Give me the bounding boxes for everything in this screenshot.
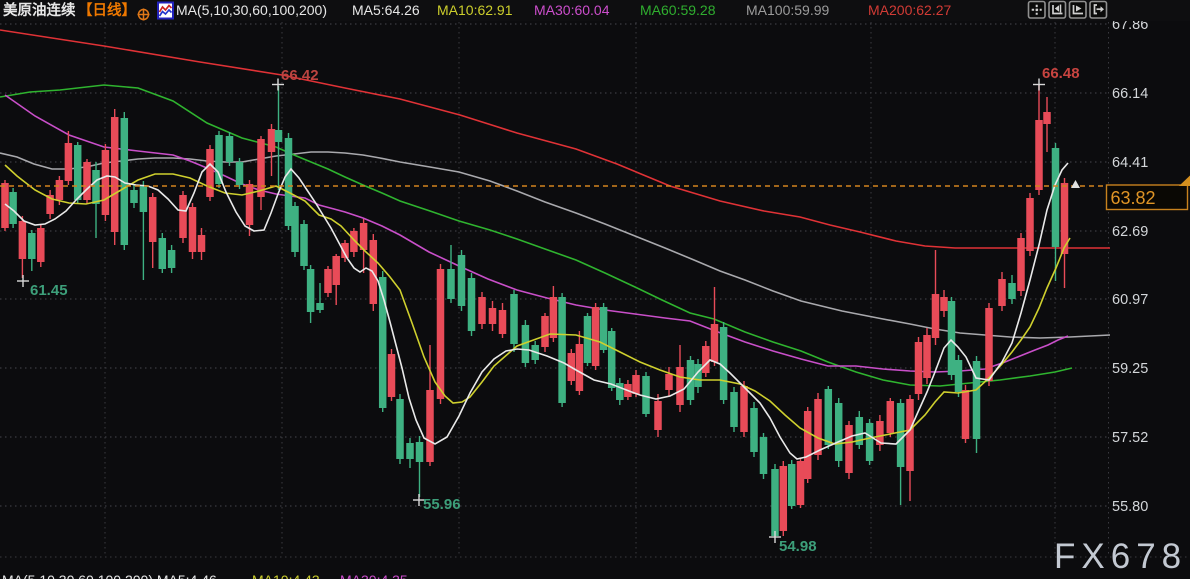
- svg-text:MA5:64.26: MA5:64.26: [352, 2, 420, 18]
- svg-text:MA30:60.04: MA30:60.04: [534, 2, 610, 18]
- svg-text:MA(5,10,30,60,100,200): MA(5,10,30,60,100,200): [176, 2, 327, 18]
- svg-text:MA10:4.43: MA10:4.43: [252, 572, 320, 579]
- svg-text:MA10:62.91: MA10:62.91: [437, 2, 513, 18]
- svg-text:57.52: 57.52: [1112, 430, 1148, 446]
- svg-text:55.80: 55.80: [1112, 499, 1148, 515]
- svg-text:MA60:59.28: MA60:59.28: [640, 2, 716, 18]
- svg-text:55.96: 55.96: [423, 496, 461, 513]
- svg-text:59.25: 59.25: [1112, 361, 1148, 377]
- svg-text:MA(5,10,30,60,100,200) MA5:4.: MA(5,10,30,60,100,200) MA5:4.46: [2, 572, 217, 579]
- svg-text:60.97: 60.97: [1112, 292, 1148, 308]
- svg-text:61.45: 61.45: [30, 282, 68, 299]
- svg-text:54.98: 54.98: [779, 538, 817, 555]
- svg-text:64.41: 64.41: [1112, 155, 1148, 171]
- svg-text:66.48: 66.48: [1042, 65, 1080, 82]
- svg-text:美原油连续: 美原油连续: [3, 1, 76, 19]
- svg-text:62.69: 62.69: [1112, 224, 1148, 240]
- svg-text:MA30:4.35: MA30:4.35: [340, 572, 408, 579]
- svg-text:66.14: 66.14: [1112, 86, 1148, 102]
- svg-text:【日线】: 【日线】: [78, 1, 136, 19]
- svg-text:MA200:62.27: MA200:62.27: [868, 2, 951, 18]
- svg-text:66.42: 66.42: [281, 67, 319, 84]
- svg-text:63.82: 63.82: [1111, 188, 1156, 208]
- svg-text:FX678: FX678: [1054, 537, 1187, 576]
- svg-text:MA100:59.99: MA100:59.99: [746, 2, 829, 18]
